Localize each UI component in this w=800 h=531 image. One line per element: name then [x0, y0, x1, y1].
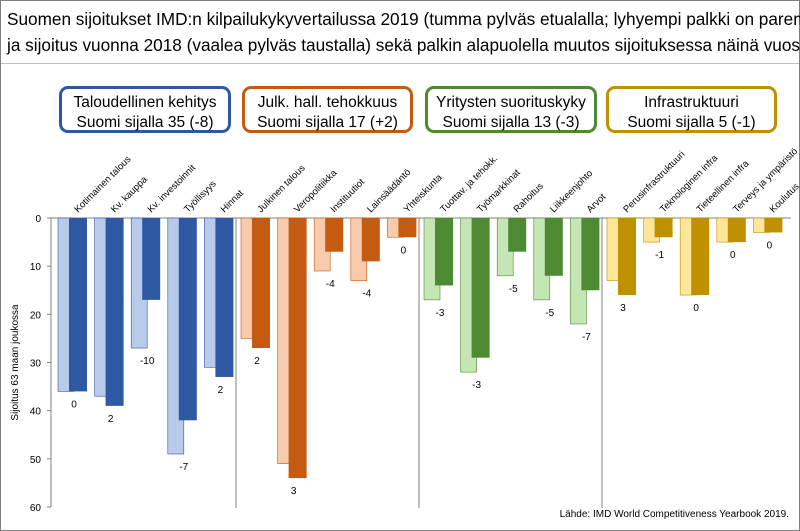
change-label: -7 [582, 332, 591, 343]
category-title: Julk. hall. tehokkuus [257, 94, 398, 111]
category-title: Yritysten suorituskyky [436, 94, 586, 111]
bar-2019 [654, 218, 673, 238]
y-tick-label: 20 [30, 310, 42, 321]
category-label: Instituutiot [329, 176, 368, 215]
change-label: -5 [545, 308, 554, 319]
bar-2019 [435, 218, 453, 286]
y-axis-label: Sijoitus 63 maan joukossa [10, 304, 21, 421]
bar-2019 [764, 218, 783, 233]
category-title: Infrastruktuuri [644, 94, 739, 111]
change-label: -5 [509, 284, 518, 295]
bar-2019 [618, 218, 636, 296]
change-label: 2 [218, 385, 224, 396]
change-label: 3 [620, 303, 626, 314]
y-tick-label: 10 [30, 262, 42, 273]
category-label: Perusinfrastruktuuri [621, 149, 687, 215]
title-line-2: ja sijoitus vuonna 2018 (vaalea pylväs t… [7, 35, 800, 55]
change-label: 0 [401, 245, 407, 256]
bar-2019 [142, 218, 161, 300]
y-tick-label: 60 [30, 503, 42, 514]
bar-2019 [691, 218, 710, 296]
change-label: 2 [254, 356, 260, 367]
y-tick-label: 0 [35, 214, 41, 225]
bar-2019 [727, 218, 746, 243]
y-tick-label: 40 [30, 407, 42, 418]
category-rank: Suomi sijalla 35 (-8) [76, 114, 214, 131]
category-label: Työllisyys [182, 178, 219, 215]
bar-2019 [288, 218, 307, 479]
change-label: -3 [436, 308, 445, 319]
change-label: 2 [108, 414, 114, 425]
change-label: -3 [472, 380, 481, 391]
change-label: -4 [362, 289, 371, 300]
bar-2019 [325, 218, 344, 252]
bar-2019 [252, 218, 270, 349]
category-box-infrastruktuuri: Infrastruktuuri Suomi sijalla 5 (-1) [606, 86, 777, 133]
category-box-yritysten-suorituskyky: Yritysten suorituskyky Suomi sijalla 13 … [425, 86, 597, 133]
bar-2019 [508, 218, 527, 252]
category-box-taloudellinen-kehitys: Taloudellinen kehitys Suomi sijalla 35 (… [59, 86, 231, 133]
category-label: Hinnat [219, 188, 246, 215]
category-box-julk-hall-tehokkuus: Julk. hall. tehokkuus Suomi sijalla 17 (… [242, 86, 413, 133]
category-label: Rahoitus [512, 181, 546, 215]
bar-2019 [398, 218, 417, 238]
y-tick-label: 50 [30, 455, 42, 466]
title-box: Suomen sijoitukset IMD:n kilpailukykyver… [1, 1, 800, 64]
bar-2019 [69, 218, 87, 392]
change-label: 0 [730, 250, 736, 261]
change-label: -1 [655, 250, 664, 261]
change-label: 0 [767, 240, 773, 251]
bar-2019 [105, 218, 124, 406]
change-label: -10 [140, 356, 155, 367]
category-label: Koulutus [768, 181, 799, 215]
category-rank: Suomi sijalla 5 (-1) [627, 114, 756, 131]
bar-2019 [178, 218, 197, 421]
bar-2019 [544, 218, 563, 276]
title-line-1: Suomen sijoitukset IMD:n kilpailukykyver… [7, 9, 800, 29]
bar-2019 [581, 218, 600, 291]
category-rank: Suomi sijalla 13 (-3) [442, 114, 580, 131]
source-note: Lähde: IMD World Competitiveness Yearboo… [559, 509, 789, 520]
category-rank: Suomi sijalla 17 (+2) [257, 114, 398, 131]
bar-2019 [215, 218, 234, 377]
y-tick-label: 30 [30, 359, 42, 370]
category-title: Taloudellinen kehitys [73, 94, 217, 111]
change-label: 0 [693, 303, 699, 314]
bar-2019 [361, 218, 380, 262]
category-label: Arvot [585, 191, 609, 215]
bar-2019 [471, 218, 490, 358]
change-label: 3 [291, 486, 297, 497]
change-label: -7 [179, 462, 188, 473]
change-label: 0 [71, 399, 77, 410]
category-label: Terveys ja ympäristö [731, 146, 799, 215]
change-label: -4 [326, 279, 335, 290]
